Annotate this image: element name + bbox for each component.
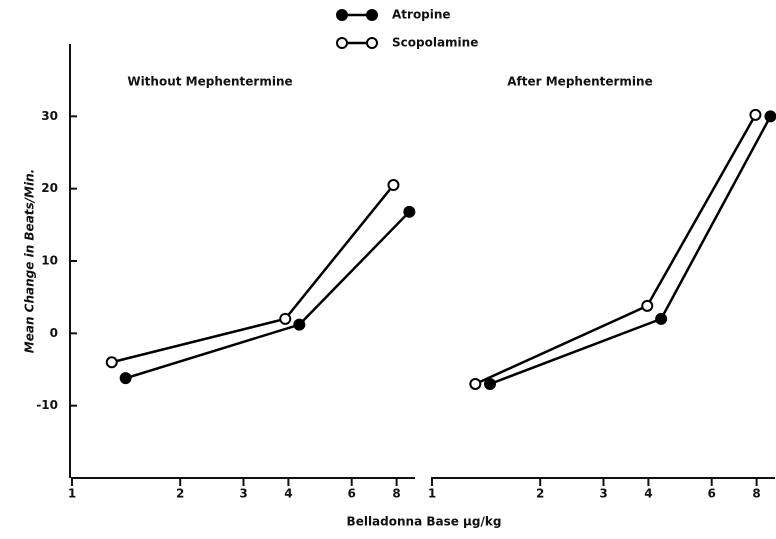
x-tick-label: 1 (68, 487, 76, 501)
point (105, 356, 118, 369)
series-line (111, 184, 395, 364)
x-tick-label: 8 (752, 487, 760, 501)
point (749, 108, 762, 121)
point (119, 372, 132, 385)
legend-marker (336, 37, 348, 49)
point (484, 377, 497, 390)
x-tick-label: 6 (348, 487, 356, 501)
panel-title: After Mephentermine (507, 75, 652, 89)
point (279, 312, 292, 325)
x-tick-label: 6 (708, 487, 716, 501)
point (469, 377, 482, 390)
y-tick-label: 20 (41, 181, 58, 195)
point (764, 110, 776, 123)
point (403, 205, 416, 218)
y-tick-label: 10 (41, 254, 58, 268)
legend-label: Scopolamine (392, 36, 478, 50)
y-axis-label: Mean Change in Beats/Min. (23, 169, 37, 353)
x-axis-label: Belladonna Base µg/kg (347, 515, 502, 529)
series-line (474, 114, 757, 386)
point (293, 318, 306, 331)
y-tick-label: 0 (50, 326, 58, 340)
legend-marker (366, 37, 378, 49)
panel-title: Without Mephentermine (127, 75, 292, 89)
point (387, 179, 400, 192)
y-tick-label: 30 (41, 109, 58, 123)
point (655, 312, 668, 325)
x-tick-label: 2 (176, 487, 184, 501)
x-tick-label: 8 (392, 487, 400, 501)
series-line (125, 210, 411, 380)
x-tick-label: 3 (599, 487, 607, 501)
x-tick-label: 2 (536, 487, 544, 501)
x-tick-label: 1 (428, 487, 436, 501)
point (641, 299, 654, 312)
x-tick-label: 3 (239, 487, 247, 501)
y-tick-label: -10 (36, 398, 58, 412)
legend-marker (336, 9, 348, 21)
x-tick-label: 4 (644, 487, 652, 501)
legend-label: Atropine (392, 8, 451, 22)
x-tick-label: 4 (284, 487, 292, 501)
legend-marker (366, 9, 378, 21)
series-line (489, 115, 772, 386)
